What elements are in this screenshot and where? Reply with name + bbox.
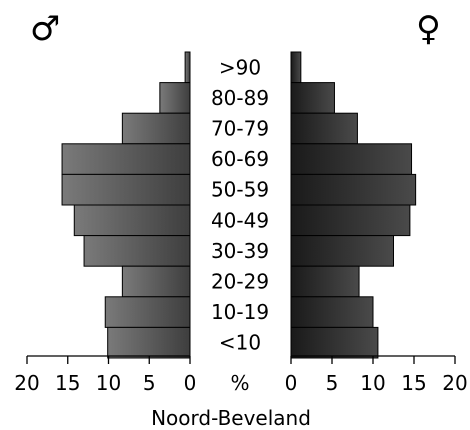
- male-tick-label-2: 10: [96, 371, 121, 395]
- male-bar-0: [184, 51, 191, 84]
- male-bar-5: [73, 204, 191, 237]
- percent-unit-label: %: [230, 371, 249, 395]
- age-group-label-4: 50-59: [211, 178, 269, 202]
- male-bar-1: [159, 82, 191, 114]
- age-labels: >90 80-89 70-79 60-69 50-59 40-49 30-39 20-29 10…: [211, 55, 269, 354]
- male-bar-7: [121, 265, 191, 298]
- female-bar-2: [290, 112, 358, 145]
- age-group-label-8: 10-19: [211, 300, 269, 324]
- female-tick-label-1: 15: [401, 371, 426, 395]
- age-group-label-1: 80-89: [211, 86, 269, 110]
- female-bar-0: [290, 51, 302, 84]
- male-tick-label-4: 0: [184, 371, 197, 395]
- male-bar-2: [121, 112, 191, 145]
- age-group-label-2: 70-79: [211, 117, 269, 141]
- age-group-label-9: <10: [219, 331, 261, 355]
- age-group-label-3: 60-69: [211, 147, 269, 171]
- male-symbol: ♂: [30, 9, 60, 49]
- female-symbol: ♀: [416, 9, 441, 49]
- female-bar-8: [290, 296, 374, 328]
- female-bar-4: [290, 173, 417, 206]
- male-bar-8: [104, 296, 191, 328]
- male-bar-3: [61, 143, 191, 175]
- male-tick-label-3: 5: [143, 371, 156, 395]
- male-axis: 20 15 10 5 0: [14, 355, 197, 395]
- female-bar-9: [290, 326, 379, 359]
- female-axis: 20 15 10 5 0: [285, 355, 468, 395]
- age-group-label-6: 30-39: [211, 239, 269, 263]
- female-bar-5: [290, 204, 411, 237]
- age-group-label-0: >90: [219, 55, 261, 79]
- female-bar-3: [290, 143, 413, 175]
- male-bar-9: [107, 326, 191, 359]
- female-tick-label-3: 5: [326, 371, 339, 395]
- male-bar-4: [61, 173, 191, 206]
- female-bar-7: [290, 265, 360, 298]
- age-group-label-5: 40-49: [211, 208, 269, 232]
- female-bar-6: [290, 235, 394, 267]
- chart-caption: Noord-Beveland: [151, 406, 311, 430]
- male-bar-6: [83, 235, 191, 267]
- female-bar-1: [290, 82, 335, 114]
- female-tick-label-2: 10: [360, 371, 385, 395]
- age-group-label-7: 20-29: [211, 270, 269, 294]
- male-tick-label-0: 20: [14, 371, 39, 395]
- female-bars: [290, 51, 417, 359]
- male-bars: [61, 51, 191, 359]
- female-tick-label-0: 20: [442, 371, 467, 395]
- male-tick-label-1: 15: [55, 371, 80, 395]
- female-tick-label-4: 0: [285, 371, 298, 395]
